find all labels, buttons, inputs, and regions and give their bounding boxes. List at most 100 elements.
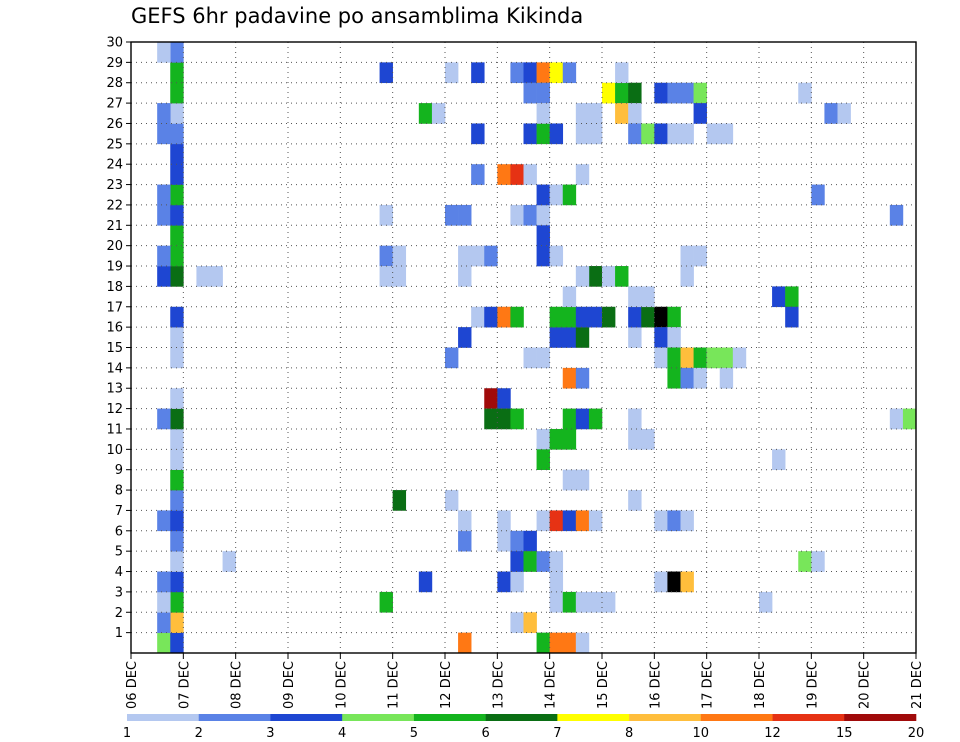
- heatmap-cell: [693, 347, 707, 369]
- heatmap-cell: [510, 612, 524, 633]
- heatmap-cell: [641, 123, 655, 145]
- heatmap-cell: [458, 530, 472, 552]
- heatmap-cell: [379, 266, 393, 287]
- heatmap-cell: [497, 530, 511, 552]
- heatmap-cell: [445, 490, 459, 511]
- heatmap-cell: [785, 286, 799, 308]
- heatmap-cell: [431, 103, 446, 124]
- y-tick-label: 30: [106, 36, 123, 51]
- heatmap-cell: [667, 347, 681, 369]
- heatmap-cell: [536, 632, 550, 654]
- heatmap-cell: [170, 510, 184, 532]
- heatmap-cell: [719, 347, 734, 369]
- heatmap-cell: [157, 266, 171, 287]
- heatmap-cell: [157, 123, 171, 145]
- heatmap-cell: [170, 123, 184, 145]
- heatmap-cell: [523, 164, 537, 185]
- heatmap-cell: [902, 408, 917, 430]
- heatmap-cell: [418, 103, 433, 124]
- y-tick-label: 10: [106, 443, 123, 458]
- heatmap-cell: [575, 469, 590, 491]
- heatmap-cell: [497, 510, 511, 532]
- heatmap-cell: [471, 62, 485, 84]
- heatmap-cell: [445, 347, 459, 369]
- heatmap-cell: [536, 347, 550, 369]
- heatmap-cell: [562, 62, 577, 84]
- heatmap-cell: [484, 306, 498, 328]
- heatmap-cell: [615, 103, 629, 124]
- heatmap-cell: [654, 123, 668, 145]
- x-tick-label: 09 DEC: [282, 661, 297, 709]
- heatmap-cell: [170, 449, 184, 470]
- x-tick-label: 06 DEC: [125, 661, 140, 709]
- heatmap-cell: [484, 408, 498, 430]
- heatmap-cell: [588, 306, 603, 328]
- heatmap-cell: [575, 408, 590, 430]
- heatmap-cell: [536, 245, 550, 267]
- y-tick-label: 15: [106, 341, 123, 356]
- heatmap-cell: [602, 591, 616, 613]
- heatmap-cell: [562, 632, 577, 654]
- heatmap-cell: [628, 490, 642, 511]
- heatmap-cell: [510, 551, 524, 572]
- heatmap-cell: [523, 62, 537, 84]
- heatmap-cell: [575, 327, 590, 348]
- heatmap-cell: [562, 306, 577, 328]
- heatmap-cell: [170, 225, 184, 246]
- heatmap-cell: [615, 82, 629, 104]
- heatmap-cell: [549, 123, 564, 145]
- heatmap-cell: [654, 327, 668, 348]
- heatmap-cell: [458, 204, 472, 226]
- heatmap-cell: [772, 449, 786, 470]
- y-tick-label: 11: [106, 422, 123, 437]
- heatmap-cell: [549, 571, 564, 593]
- colorbar-label: 4: [338, 726, 346, 741]
- heatmap-cell: [615, 62, 629, 84]
- heatmap-cell: [680, 367, 694, 389]
- colorbar-label: 2: [195, 726, 203, 741]
- heatmap-cell: [418, 571, 433, 593]
- heatmap-cell: [798, 551, 812, 572]
- heatmap-cell: [549, 632, 564, 654]
- heatmap-cell: [575, 266, 590, 287]
- colorbar-swatch: [485, 714, 558, 721]
- heatmap-cell: [693, 367, 707, 389]
- heatmap-cell: [510, 306, 524, 328]
- heatmap-cell: [497, 164, 511, 185]
- x-tick-label: 10 DEC: [334, 661, 349, 709]
- x-tick-label: 15 DEC: [596, 661, 611, 709]
- heatmap-cell: [562, 510, 577, 532]
- heatmap-cell: [523, 123, 537, 145]
- heatmap-cell: [157, 103, 171, 124]
- colorbar-swatch: [270, 714, 343, 721]
- colorbar-label: 7: [553, 726, 561, 741]
- heatmap-cell: [680, 82, 694, 104]
- heatmap-cell: [523, 551, 537, 572]
- colorbar-swatch: [127, 714, 200, 721]
- y-tick-label: 12: [106, 402, 123, 417]
- heatmap-cell: [471, 245, 485, 267]
- heatmap-cell: [157, 510, 171, 532]
- x-tick-label: 18 DEC: [753, 661, 768, 709]
- heatmap-cell: [628, 327, 642, 348]
- heatmap-cell: [562, 286, 577, 308]
- heatmap-cell: [588, 591, 603, 613]
- heatmap-cell: [157, 408, 171, 430]
- heatmap-cell: [628, 408, 642, 430]
- x-tick-label: 16 DEC: [648, 661, 663, 709]
- x-tick-label: 19 DEC: [805, 661, 820, 709]
- heatmap-cell: [497, 388, 511, 409]
- heatmap-cell: [170, 82, 184, 104]
- heatmap-cell: [157, 632, 171, 654]
- heatmap-cell: [889, 408, 904, 430]
- heatmap-cell: [157, 42, 171, 63]
- heatmap-cell: [157, 245, 171, 267]
- heatmap-cell: [602, 306, 616, 328]
- heatmap-cell: [575, 367, 590, 389]
- y-tick-label: 24: [106, 158, 123, 173]
- chart-title: GEFS 6hr padavine po ansamblima Kikinda: [131, 4, 584, 28]
- heatmap-cell: [209, 266, 223, 287]
- heatmap-cell: [170, 408, 184, 430]
- colorbar-label: 20: [908, 726, 925, 741]
